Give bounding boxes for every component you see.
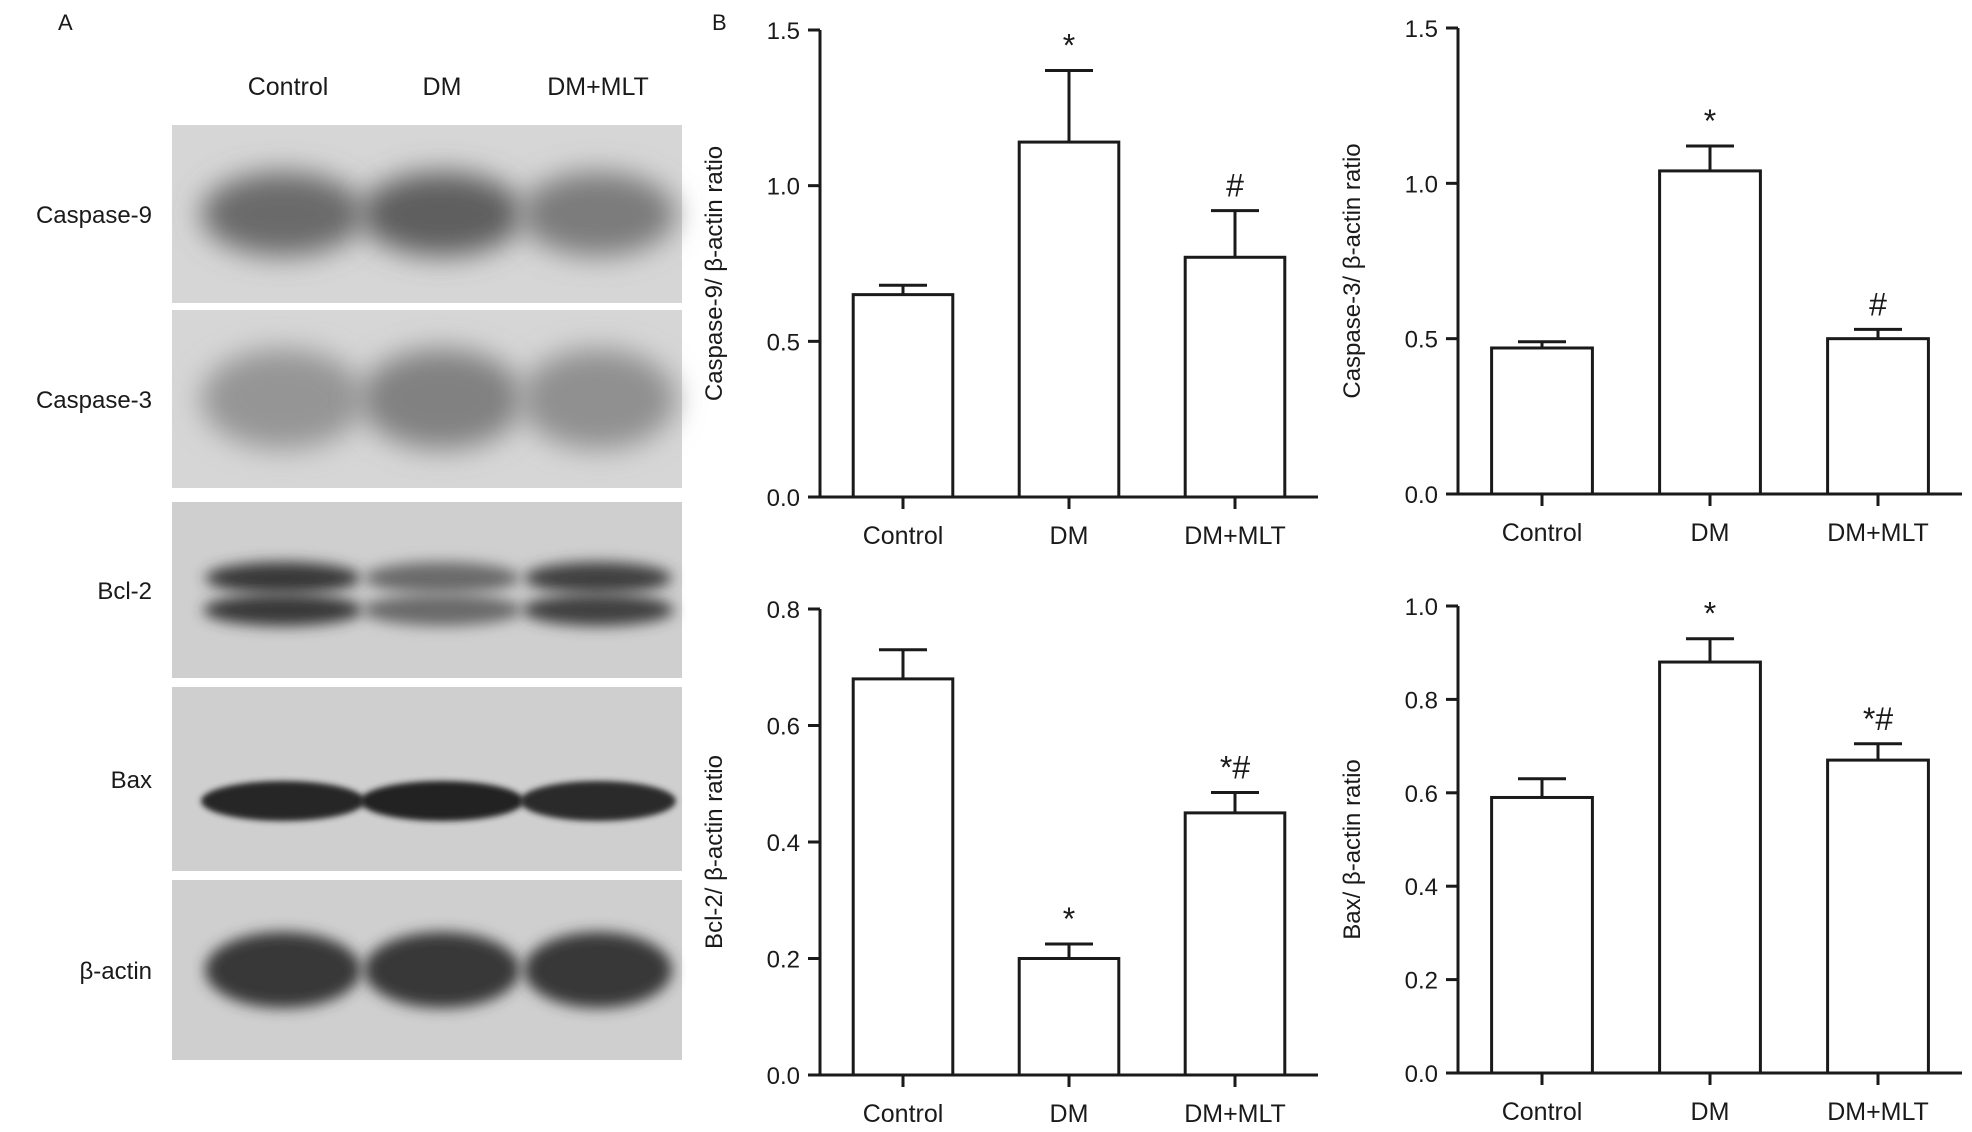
chart-4: 0.0 0.2 0.4 0.6 0.8 1.0 Bax/ β-actin ratio Cont… <box>1339 594 1962 1126</box>
chart-1: 0.0 0.5 1.0 1.5 Caspase-9/ β-actin ratio Cont… <box>701 18 1318 550</box>
bar-dm-mlt <box>1826 758 1930 1075</box>
chart-2: 0.0 0.5 1.0 1.5 Caspase-3/ β-actin ratio Cont… <box>1339 16 1962 547</box>
significance-marker-dm-mlt: # <box>1869 286 1887 322</box>
blot-band-caspase-9-dm-mlt <box>520 172 676 256</box>
significance-marker-dm-mlt: *# <box>1863 701 1893 737</box>
significance-marker-dm-mlt: # <box>1226 168 1244 204</box>
lane-label-dm-mlt: DM+MLT <box>547 73 649 101</box>
significance-marker-dm: * <box>1704 596 1716 632</box>
bar-control <box>851 677 955 1077</box>
bar-charts-panel: 0.0 0.5 1.0 1.5 Caspase-9/ β-actin ratio Cont… <box>701 16 1962 1128</box>
significance-marker-dm: * <box>1063 901 1075 937</box>
bar-control <box>1490 346 1594 496</box>
y-tick-label: 0.4 <box>1405 874 1438 901</box>
x-tick-label-control: Control <box>1502 519 1583 547</box>
y-tick-label: 0.0 <box>1405 482 1438 509</box>
blot-row-bax: Bax <box>111 687 682 871</box>
x-tick-label-dm-mlt: DM+MLT <box>1184 522 1286 550</box>
y-axis-label: Bcl-2/ β-actin ratio <box>701 755 728 949</box>
x-tick-label-control: Control <box>1502 1098 1583 1126</box>
y-tick-label: 0.6 <box>767 714 800 741</box>
y-tick-label: 1.0 <box>1405 171 1438 198</box>
y-tick-label: 1.0 <box>767 174 800 201</box>
blot-band-caspase-3-dm-mlt <box>520 349 676 449</box>
bar-dm <box>1017 140 1121 499</box>
blot-band-caspase-9-control <box>201 172 365 256</box>
blot-membrane-bax <box>172 687 682 871</box>
y-axis-label: Caspase-3/ β-actin ratio <box>1339 143 1366 398</box>
blot-row-caspase-9: Caspase-9 <box>36 125 682 303</box>
significance-marker-dm: * <box>1063 27 1075 63</box>
y-tick-label: 0.2 <box>767 947 800 974</box>
y-tick-label: 0.0 <box>1405 1061 1438 1088</box>
panel-label-b: B <box>712 10 727 35</box>
blot-band-lower-bcl-2-dm-mlt <box>522 594 674 626</box>
blot-row-label-bax: Bax <box>111 767 152 794</box>
bar-control <box>1490 795 1594 1075</box>
blot-band-caspase-9-dm <box>360 172 524 256</box>
y-tick-label: 0.0 <box>767 1063 800 1090</box>
blot-band-bcl-2-dm-mlt <box>523 562 673 594</box>
blot-row-label-caspase-3: Caspase-3 <box>36 387 152 414</box>
x-tick-label-dm: DM <box>1050 1100 1089 1128</box>
y-axis-label: Bax/ β-actin ratio <box>1339 759 1366 940</box>
x-tick-label-dm: DM <box>1691 1098 1730 1126</box>
blot-band-bcl-2-dm <box>364 562 520 594</box>
significance-marker-dm: * <box>1704 103 1716 139</box>
blot-band-actin-dm-mlt <box>523 932 673 1008</box>
bar-control <box>851 293 955 499</box>
bar-dm-mlt <box>1826 337 1930 496</box>
blot-band-bax-dm <box>360 781 524 821</box>
significance-marker-dm-mlt: *# <box>1220 749 1250 785</box>
lane-label-dm: DM <box>423 73 462 101</box>
y-tick-label: 0.2 <box>1405 968 1438 995</box>
y-tick-label: 1.0 <box>1405 594 1438 621</box>
panel-label-a: A <box>58 10 73 35</box>
blot-row-label-actin: β-actin <box>80 958 153 985</box>
bar-dm <box>1658 660 1762 1075</box>
blot-row-actin: β-actin <box>80 880 682 1060</box>
x-tick-label-dm-mlt: DM+MLT <box>1827 519 1929 547</box>
y-axis-label: Caspase-9/ β-actin ratio <box>701 146 728 401</box>
y-tick-label: 0.5 <box>767 329 800 356</box>
bar-dm <box>1658 169 1762 496</box>
bar-dm-mlt <box>1183 811 1287 1077</box>
blot-band-lower-bcl-2-dm <box>362 594 522 626</box>
x-tick-label-dm: DM <box>1050 522 1089 550</box>
bar-dm-mlt <box>1183 255 1287 499</box>
x-tick-label-control: Control <box>863 522 944 550</box>
x-tick-label-dm: DM <box>1691 519 1730 547</box>
y-tick-label: 0.6 <box>1405 781 1438 808</box>
x-tick-label-dm-mlt: DM+MLT <box>1827 1098 1929 1126</box>
x-tick-label-dm-mlt: DM+MLT <box>1184 1100 1286 1128</box>
blot-row-label-bcl-2: Bcl-2 <box>97 578 152 605</box>
lane-label-control: Control <box>248 73 329 101</box>
x-tick-label-control: Control <box>863 1100 944 1128</box>
chart-3: 0.0 0.2 0.4 0.6 0.8 Bcl-2/ β-actin ratio Contr… <box>701 597 1318 1128</box>
y-tick-label: 0.5 <box>1405 327 1438 354</box>
blot-band-bax-control <box>201 781 365 821</box>
bar-dm <box>1017 957 1121 1077</box>
blot-band-bcl-2-control <box>205 562 361 594</box>
y-tick-label: 0.8 <box>767 597 800 624</box>
blot-band-lower-bcl-2-control <box>203 594 363 626</box>
blot-band-actin-dm <box>364 932 520 1008</box>
blot-row-caspase-3: Caspase-3 <box>36 310 682 488</box>
western-blot-panel: Control DM DM+MLT Caspase-9 Caspase-3 Bcl-2 Ba… <box>36 73 682 1060</box>
y-tick-label: 0.0 <box>767 485 800 512</box>
y-tick-label: 0.4 <box>767 830 800 857</box>
blot-band-caspase-3-control <box>201 349 365 449</box>
y-tick-label: 1.5 <box>1405 16 1438 43</box>
y-tick-label: 0.8 <box>1405 687 1438 714</box>
blot-row-bcl-2: Bcl-2 <box>97 502 682 678</box>
blot-row-label-caspase-9: Caspase-9 <box>36 202 152 229</box>
blot-band-caspase-3-dm <box>360 349 524 449</box>
y-tick-label: 1.5 <box>767 18 800 45</box>
blot-band-bax-dm-mlt <box>520 781 676 821</box>
blot-band-actin-control <box>205 932 361 1008</box>
